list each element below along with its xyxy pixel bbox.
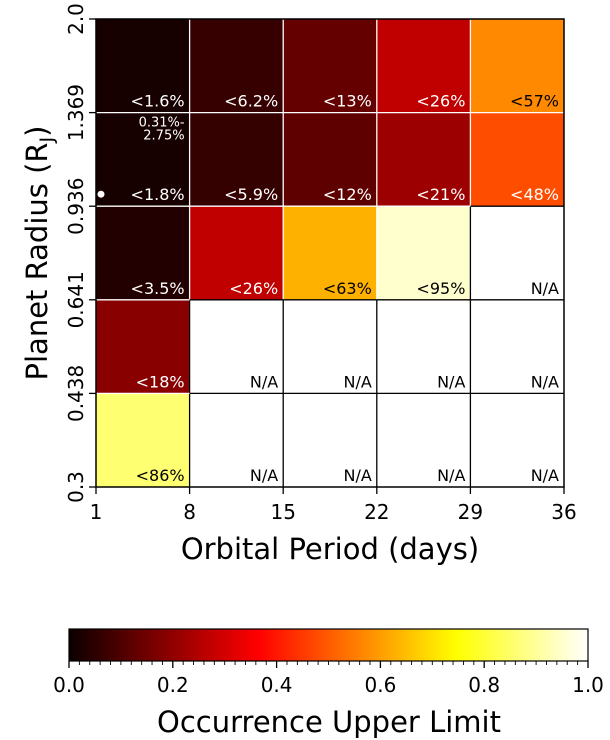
x-tick-label: 8 [183,500,196,524]
cell-value-label: <26% [416,92,465,111]
x-axis-label: Orbital Period (days) [181,532,479,566]
heatmap-cell [189,393,284,487]
heatmap-cell [189,112,284,207]
y-axis-label: Planet Radius (RJ) [20,126,58,381]
colorbar-tick-label: 0.4 [261,673,293,697]
cell-value-label: <1.8% [131,185,185,204]
y-tick-label: 0.3 [64,471,88,503]
cell-value-label: <95% [416,279,465,298]
y-axis: 0.3 0.438 0.641 0.936 1.369 2.0 [64,3,96,503]
cell-value-label: <3.5% [131,279,185,298]
cell-value-label: N/A [531,372,559,391]
cell-value-label: N/A [531,466,559,485]
cell-value-label: N/A [437,372,465,391]
colorbar-ticks: 0.0 0.2 0.4 0.6 0.8 1.0 [53,661,604,697]
cell-value-label: <48% [510,185,559,204]
y-tick-label: 2.0 [64,3,88,35]
heatmap-cell [189,206,284,300]
planet-marker-dot [97,190,105,198]
cell-value-label: N/A [250,372,278,391]
x-tick-label: 22 [364,500,389,524]
colorbar [68,628,589,662]
heatmap-cell [189,299,284,394]
cell-value-label: N/A [250,466,278,485]
cell-value-label: N/A [343,372,371,391]
x-tick-label: 15 [270,500,295,524]
heatmap-cell [96,299,190,394]
heatmap-cell [470,299,564,394]
heatmap-cell [189,19,284,113]
cell-value-label: N/A [531,279,559,298]
cell-value-label: <5.9% [224,185,278,204]
colorbar-tick-label: 1.0 [572,673,604,697]
cell-gridlines [96,19,564,487]
heatmap-cell [470,393,564,487]
cell-value-label: <12% [323,185,372,204]
y-tick-label: 0.641 [64,271,88,328]
cell-note-label: 0.31%- [139,116,185,131]
heatmap-cell [96,393,190,487]
heatmap-cell [283,393,377,487]
heatmap-cell [283,299,377,394]
plot-frame [95,18,565,488]
cell-value-label: N/A [343,466,371,485]
x-tick-label: 36 [551,500,576,524]
heatmap-cell [376,112,471,207]
heatmap-cell [96,112,190,207]
cell-value-label: <63% [323,279,372,298]
x-tick-label: 1 [90,500,103,524]
heatmap-cell [470,112,564,207]
colorbar-tick-label: 0.8 [468,673,500,697]
heatmap-cell [376,393,471,487]
colorbar-tick-label: 0.6 [364,673,396,697]
cell-value-label: N/A [437,466,465,485]
heatmap-cell [376,206,471,300]
colorbar-tick-label: 0.0 [53,673,85,697]
cell-note-label: 2.75% [143,129,184,144]
heatmap-cell [376,19,471,113]
heatmap-cells [96,19,564,487]
heatmap-cell [96,206,190,300]
x-axis: 1 8 15 22 29 36 [90,487,577,524]
cell-value-label: <57% [510,92,559,111]
cell-value-label: <1.6% [131,92,185,111]
heatmap-cell [470,19,564,113]
cell-value-label: <21% [416,185,465,204]
colorbar-tick-label: 0.2 [157,673,189,697]
heatmap-cell [96,19,190,113]
heatmap-cell [283,19,377,113]
cell-value-label: <18% [136,372,185,391]
cell-value-label: <26% [229,279,278,298]
y-tick-label: 0.936 [64,178,88,235]
y-tick-label: 1.369 [64,84,88,141]
heatmap-cell [376,299,471,394]
cell-value-label: <6.2% [224,92,278,111]
cell-labels: <1.6% <6.2% <13% <26% <57% <1.8% 0.31%-2.75% <5… [97,92,559,485]
heatmap-cell [470,206,564,300]
colorbar-label: Occurrence Upper Limit [157,705,501,739]
cell-value-label: <13% [323,92,372,111]
cell-value-label: <86% [136,466,185,485]
x-tick-label: 29 [458,500,483,524]
heatmap-cell [283,112,377,207]
y-tick-label: 0.438 [64,365,88,422]
heatmap-cell [283,206,377,300]
